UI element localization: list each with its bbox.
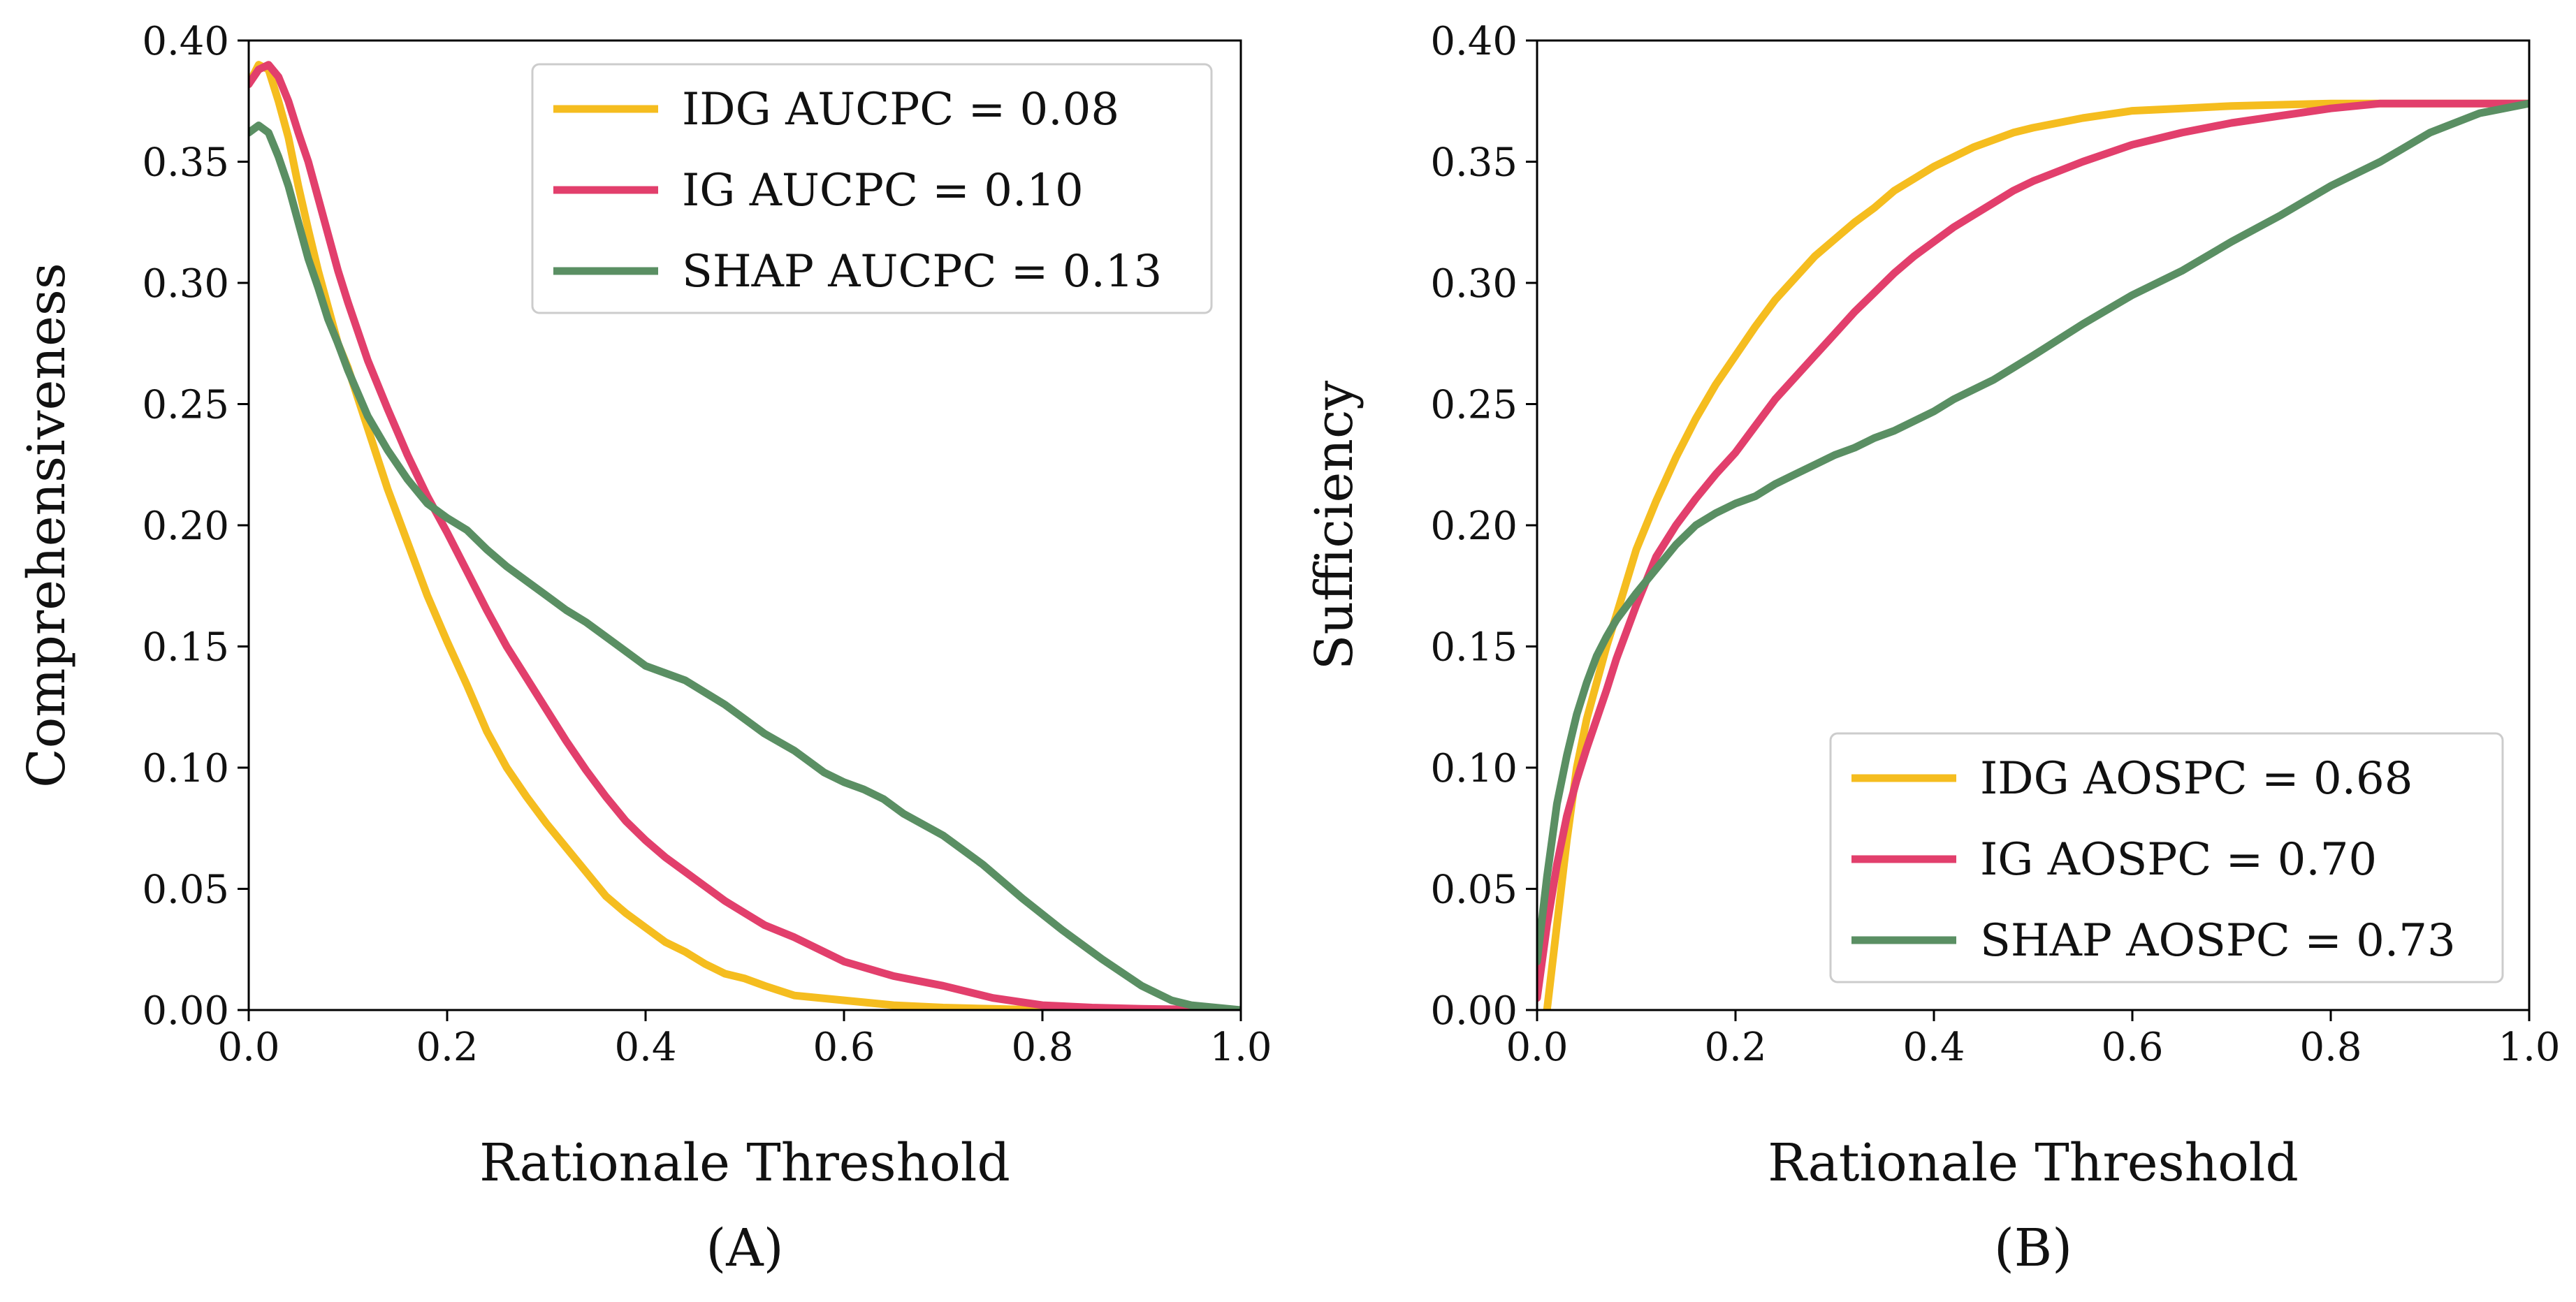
y-tick-label: 0.10 xyxy=(1430,746,1518,791)
y-tick-label: 0.40 xyxy=(1430,19,1518,64)
x-axis-label: Rationale Threshold xyxy=(479,1133,1010,1193)
legend: IDG AUCPC = 0.08 IG AUCPC = 0.10 SHAP AUCP… xyxy=(531,63,1213,314)
panel-caption: (B) xyxy=(1994,1218,2072,1278)
x-tick-label: 0.0 xyxy=(1506,1025,1568,1070)
y-tick-label: 0.35 xyxy=(142,140,229,186)
legend-entry: IDG AOSPC = 0.68 xyxy=(1980,753,2413,805)
series-line-1 xyxy=(249,61,1241,1010)
x-tick-label: 0.2 xyxy=(1704,1025,1766,1070)
x-tick-label: 0.8 xyxy=(1011,1025,1073,1070)
series-line-3 xyxy=(1537,99,2529,966)
series-line-2 xyxy=(249,61,1241,1010)
x-tick-label: 0.2 xyxy=(416,1025,478,1070)
y-tick-label: 0.20 xyxy=(142,504,229,549)
y-tick-label: 0.15 xyxy=(1430,625,1518,671)
x-tick-label: 1.0 xyxy=(2498,1025,2560,1070)
legend-entry: IDG AUCPC = 0.08 xyxy=(682,84,1119,136)
series-line-3 xyxy=(249,122,1241,1010)
y-tick-label: 0.40 xyxy=(142,19,229,64)
legend-entry: SHAP AUCPC = 0.13 xyxy=(682,246,1162,298)
x-tick-label: 1.0 xyxy=(1209,1025,1272,1070)
x-tick-label: 0.4 xyxy=(614,1025,676,1070)
series-line-1 xyxy=(1543,99,2529,1010)
chart-panel-a: 0.0 0.2 0.4 0.6 0.8 1.0 0.00 0.05 0.10 0.15 0.20 0.… xyxy=(17,19,1272,1278)
y-axis-label: Sufficiency xyxy=(1304,381,1365,671)
y-tick-label: 0.30 xyxy=(1430,261,1518,307)
legend-box xyxy=(531,63,1213,314)
legend-entry: IG AUCPC = 0.10 xyxy=(682,165,1084,217)
x-axis-label: Rationale Threshold xyxy=(1768,1133,2299,1193)
x-tick-label: 0.6 xyxy=(2101,1025,2163,1070)
x-tick-label: 0.0 xyxy=(217,1025,279,1070)
y-tick-label: 0.20 xyxy=(1430,504,1518,549)
legend: IDG AOSPC = 0.68 IG AOSPC = 0.70 SHAP AOSP… xyxy=(1829,732,2504,983)
series-line-2 xyxy=(1537,99,2529,1002)
y-axis-label: Comprehensiveness xyxy=(17,263,77,788)
y-tick-label: 0.15 xyxy=(142,625,229,671)
legend-box xyxy=(1829,732,2504,983)
legend-entry: SHAP AOSPC = 0.73 xyxy=(1980,915,2456,967)
x-tick-label: 0.6 xyxy=(813,1025,875,1070)
legend-entry: IG AOSPC = 0.70 xyxy=(1980,834,2377,886)
y-tick-label: 0.05 xyxy=(1430,868,1518,913)
chart-panel-b: 0.0 0.2 0.4 0.6 0.8 1.0 0.00 0.05 0.10 0.15 0.20 0.… xyxy=(1304,19,2561,1278)
y-tick-label: 0.05 xyxy=(142,868,229,913)
y-tick-label: 0.10 xyxy=(142,746,229,791)
y-tick-label: 0.35 xyxy=(1430,140,1518,186)
y-tick-label: 0.00 xyxy=(142,988,229,1034)
x-tick-label: 0.4 xyxy=(1902,1025,1965,1070)
y-tick-label: 0.25 xyxy=(1430,383,1518,428)
x-tick-label: 0.8 xyxy=(2299,1025,2362,1070)
panel-caption: (A) xyxy=(706,1218,783,1278)
y-tick-label: 0.30 xyxy=(142,261,229,307)
y-tick-label: 0.00 xyxy=(1430,988,1518,1034)
y-tick-label: 0.25 xyxy=(142,383,229,428)
